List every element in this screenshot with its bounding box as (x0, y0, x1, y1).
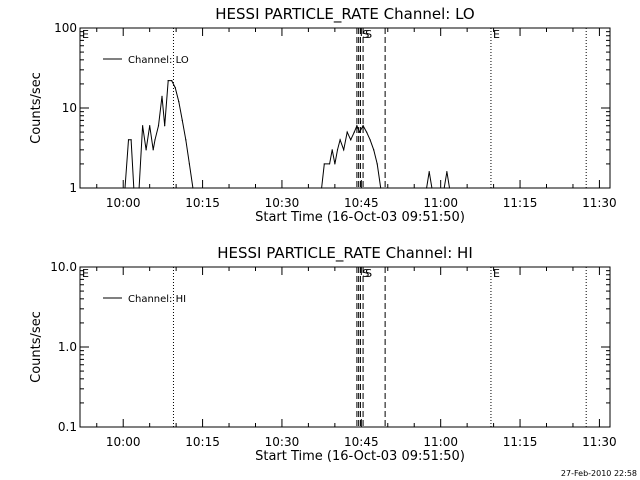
x-tick-label: 10:15 (185, 435, 220, 449)
x-axis-label: Start Time (16-Oct-03 09:51:50) (255, 449, 465, 464)
marker-label: E (493, 267, 500, 280)
data-point (380, 187, 382, 189)
x-axis-label: Start Time (16-Oct-03 09:51:50) (255, 210, 465, 225)
data-point (346, 131, 348, 133)
data-point (145, 149, 147, 151)
plot-frame (79, 266, 611, 428)
y-axis-label: Counts/sec (29, 311, 44, 383)
y-tick-label: 0.1 (58, 420, 77, 434)
x-tick-label: 11:15 (503, 435, 538, 449)
data-point (185, 139, 187, 141)
x-tick-label: 10:00 (106, 196, 141, 210)
x-tick-label: 10:00 (106, 435, 141, 449)
data-point (443, 187, 445, 189)
data-point (328, 163, 331, 165)
marker-label: S (365, 28, 372, 41)
data-point (167, 80, 169, 82)
y-axis-label: Counts/sec (29, 72, 44, 144)
data-point (356, 125, 358, 127)
data-point (188, 163, 190, 165)
y-tick-label: 10 (62, 101, 77, 115)
data-point (358, 131, 361, 133)
y-tick-label: 10.0 (50, 260, 77, 274)
data-point (154, 139, 156, 141)
x-tick-label: 10:30 (265, 435, 300, 449)
x-tick-label: 11:30 (582, 435, 617, 449)
data-point (157, 125, 160, 127)
marker-label: E (82, 28, 89, 41)
x-tick-label: 10:45 (344, 435, 379, 449)
data-point (142, 125, 144, 127)
series-line (124, 80, 450, 189)
y-tick-label: 100 (54, 21, 77, 35)
data-point (127, 139, 130, 141)
x-tick-label: 10:45 (344, 196, 379, 210)
x-tick-label: 11:00 (423, 435, 458, 449)
x-tick-label: 11:15 (503, 196, 538, 210)
data-point (448, 187, 451, 189)
data-point (425, 187, 428, 189)
data-point (124, 187, 126, 189)
marker-label: S (362, 267, 369, 280)
data-point (446, 171, 448, 173)
data-point (331, 149, 333, 151)
data-point (171, 80, 173, 82)
marker-label: S (365, 267, 372, 280)
y-tick-label: 1.0 (58, 340, 77, 354)
data-point (366, 131, 368, 133)
plot-frame (79, 27, 611, 189)
x-tick-label: 10:30 (265, 196, 300, 210)
data-point (138, 187, 140, 189)
data-point (362, 125, 364, 127)
data-point (334, 163, 336, 165)
data-point (192, 187, 194, 189)
data-point (350, 139, 352, 141)
data-point (428, 171, 430, 173)
data-point (323, 163, 325, 165)
data-point (178, 101, 180, 103)
data-point (376, 163, 378, 165)
marker-label: S (362, 28, 369, 41)
data-point (369, 139, 371, 141)
data-point (181, 119, 183, 121)
legend-label: Channel: LO (128, 55, 189, 66)
data-point (152, 149, 154, 151)
chart-title: HESSI PARTICLE_RATE Channel: HI (217, 244, 473, 263)
data-point (339, 139, 341, 141)
data-point (164, 125, 166, 127)
legend-label: Channel: HI (128, 294, 186, 305)
data-point (133, 187, 135, 189)
x-tick-label: 11:00 (423, 196, 458, 210)
data-point (321, 187, 323, 189)
data-point (353, 131, 355, 133)
data-point (161, 95, 163, 97)
chart-title: HESSI PARTICLE_RATE Channel: LO (215, 5, 474, 24)
data-point (336, 149, 339, 151)
x-tick-label: 11:30 (582, 196, 617, 210)
data-point (130, 139, 132, 141)
marker-label: E (493, 28, 500, 41)
data-point (149, 125, 151, 127)
data-point (174, 86, 176, 89)
chart-panel-lo: HESSI PARTICLE_RATE Channel: LO Counts/se… (29, 5, 617, 225)
data-point (343, 149, 345, 151)
y-tick-label: 1 (69, 181, 77, 195)
data-point (431, 187, 433, 189)
x-tick-label: 10:15 (185, 196, 220, 210)
data-point (373, 149, 375, 151)
plot-timestamp: 27-Feb-2010 22:58 (561, 469, 637, 478)
chart-panel-hi: HESSI PARTICLE_RATE Channel: HI Counts/se… (29, 244, 617, 464)
marker-label: E (82, 267, 89, 280)
